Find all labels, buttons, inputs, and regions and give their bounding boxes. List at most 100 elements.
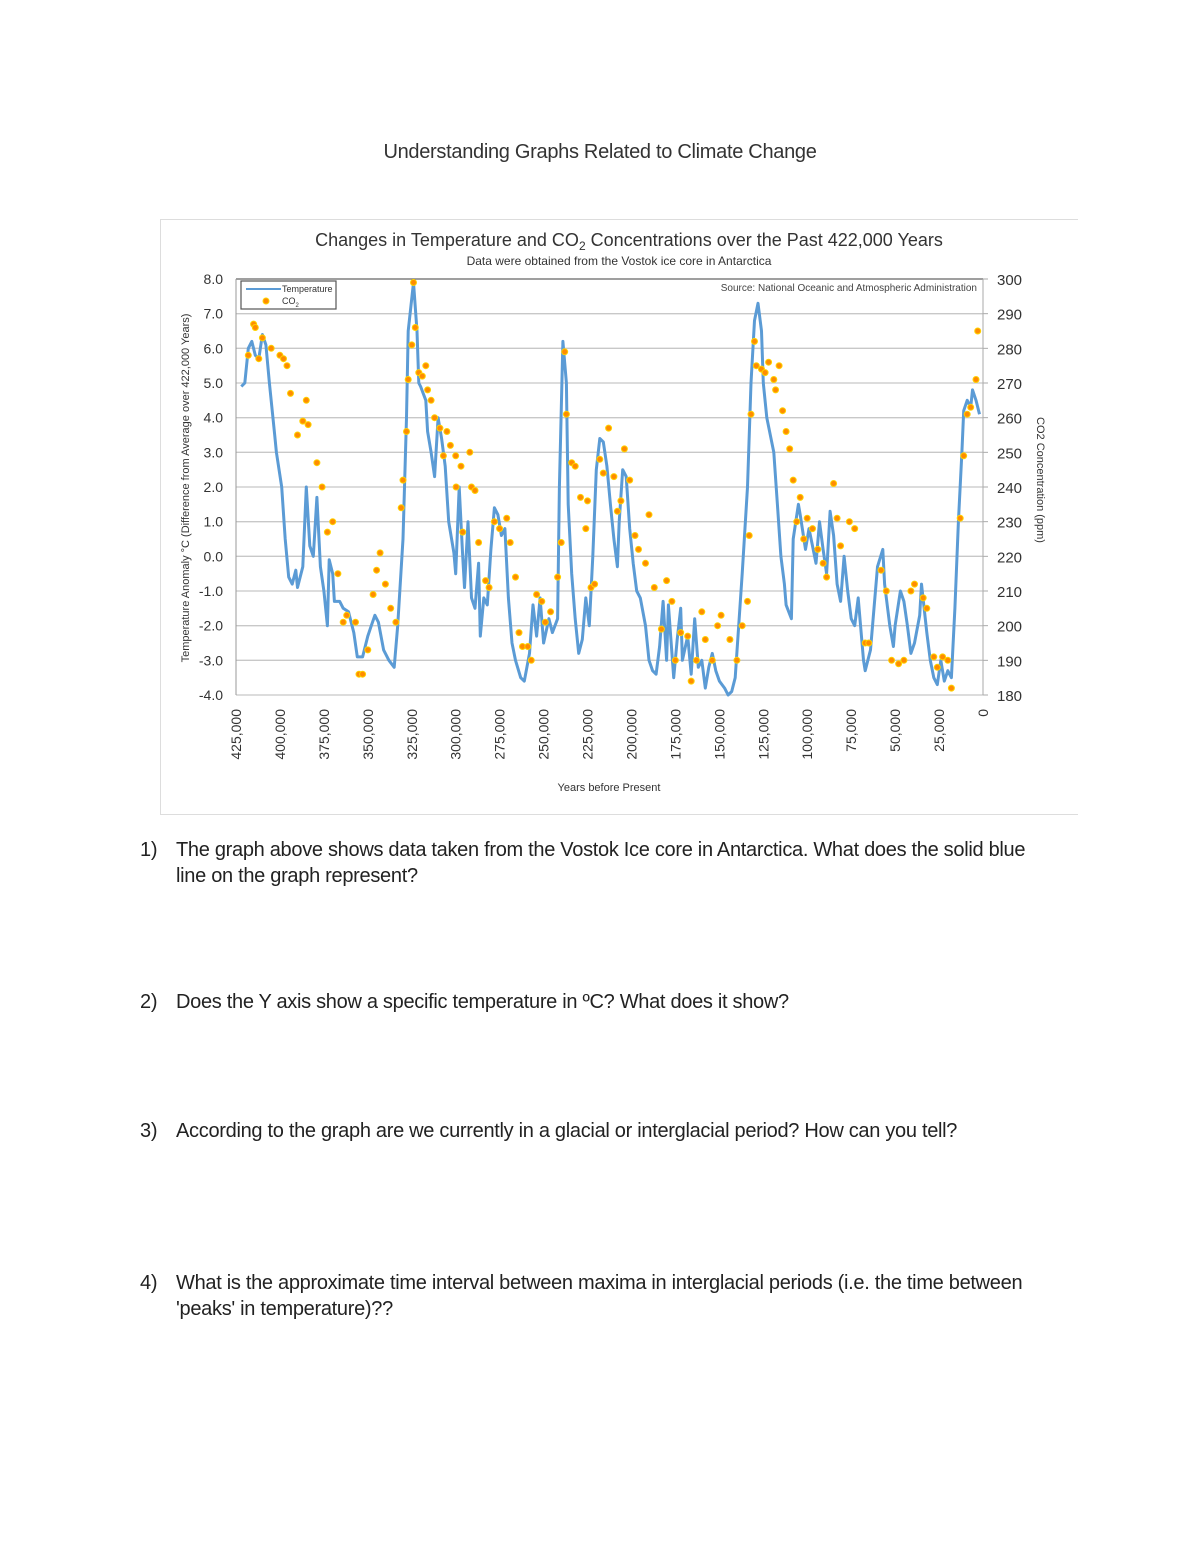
co2-point: [459, 528, 467, 536]
co2-point: [617, 497, 625, 505]
x-tick-label: 100,000: [799, 709, 815, 760]
co2-point: [258, 334, 266, 342]
co2-point: [427, 396, 435, 404]
co2-point: [809, 525, 816, 533]
y-tick-label-right: 200: [997, 619, 1022, 636]
co2-point: [431, 414, 439, 422]
question-text: According to the graph are we currently …: [176, 1120, 958, 1142]
y-tick-label-right: 260: [997, 411, 1022, 428]
y-tick-label-left: 2.0: [204, 479, 224, 495]
co2-point: [381, 580, 389, 588]
co2-point: [823, 573, 831, 581]
question-text: What is the approximate time interval be…: [176, 1272, 1023, 1320]
x-tick-label: 300,000: [448, 709, 464, 760]
co2-point: [339, 618, 347, 626]
right-axis-ticks: 300 290 280 270 260 250 240 230 220 210 200 190 180: [997, 272, 1022, 705]
co2-point: [663, 577, 671, 585]
co2-point: [485, 584, 493, 591]
co2-point: [803, 514, 811, 522]
question-number: 2): [140, 991, 158, 1013]
co2-point: [657, 625, 665, 633]
co2-point: [923, 604, 931, 612]
co2-point: [334, 570, 342, 578]
co2-point: [967, 403, 975, 411]
co2-point: [933, 663, 941, 671]
co2-point: [313, 459, 321, 467]
co2-point: [726, 636, 734, 643]
y-tick-label-right: 270: [997, 376, 1022, 393]
co2-point: [752, 362, 760, 370]
document-title: Understanding Graphs Related to Climate …: [383, 141, 817, 163]
co2-point: [960, 452, 968, 460]
y-tick-label-right: 300: [997, 272, 1022, 289]
co2-point: [605, 424, 613, 432]
co2-point: [294, 431, 301, 439]
co2-point: [424, 386, 432, 394]
question-number: 3): [140, 1120, 158, 1142]
y-tick-label-right: 180: [997, 688, 1022, 705]
co2-point: [329, 518, 337, 526]
co2-point: [770, 376, 778, 383]
co2-point: [392, 618, 400, 626]
co2-point: [418, 372, 426, 380]
co2-point: [404, 376, 412, 383]
co2-point: [599, 469, 607, 477]
legend-co2-swatch: [262, 297, 270, 305]
co2-point: [782, 428, 790, 435]
co2-points: [244, 279, 982, 692]
co2-point: [714, 622, 722, 630]
co2-point: [533, 591, 541, 598]
x-tick-label: 325,000: [404, 709, 420, 760]
co2-point: [677, 629, 685, 637]
co2-point: [251, 324, 259, 331]
question-1: 1) The graph above shows data taken from…: [140, 837, 1060, 889]
co2-point: [471, 487, 479, 494]
chart-subtitle: Data were obtained from the Vostok ice c…: [467, 254, 772, 268]
legend-co2-label: CO2: [282, 296, 300, 309]
co2-point: [255, 355, 263, 363]
question-number: 4): [140, 1272, 158, 1294]
co2-point: [642, 559, 649, 567]
co2-point: [900, 656, 908, 664]
co2-point: [577, 493, 584, 501]
co2-point: [684, 632, 692, 640]
co2-point: [304, 421, 312, 429]
co2-point: [302, 396, 310, 404]
co2-point: [562, 410, 570, 418]
y-tick-label-right: 290: [997, 307, 1022, 324]
co2-point: [888, 656, 896, 664]
co2-point: [318, 483, 326, 491]
co2-point: [650, 584, 658, 591]
co2-point: [877, 566, 885, 574]
co2-point: [865, 639, 873, 647]
co2-point: [561, 348, 569, 356]
co2-point: [761, 369, 769, 377]
co2-point: [359, 670, 367, 678]
co2-point: [671, 656, 679, 664]
co2-point: [772, 386, 780, 394]
co2-point: [496, 525, 504, 533]
co2-point: [475, 539, 483, 546]
x-tick-label: 275,000: [492, 709, 508, 760]
co2-point: [446, 441, 454, 449]
co2-point: [882, 587, 890, 595]
co2-point: [645, 511, 653, 519]
co2-point: [352, 618, 359, 626]
co2-point: [701, 636, 709, 643]
co2-point: [538, 597, 546, 605]
co2-point: [851, 525, 859, 533]
y-tick-label-left: 0.0: [204, 548, 224, 564]
co2-point: [364, 646, 372, 654]
co2-point: [837, 542, 845, 550]
y-tick-label-right: 280: [997, 341, 1022, 358]
co2-point: [541, 618, 549, 626]
co2-point: [408, 341, 416, 349]
gridlines: [235, 278, 988, 696]
x-tick-label: 400,000: [272, 709, 288, 760]
x-tick-label: 150,000: [711, 709, 727, 760]
co2-point: [698, 608, 706, 616]
x-tick-label: 375,000: [316, 709, 332, 760]
co2-point: [582, 525, 590, 533]
y-tick-label-left: 6.0: [204, 340, 224, 356]
co2-point: [547, 608, 555, 616]
